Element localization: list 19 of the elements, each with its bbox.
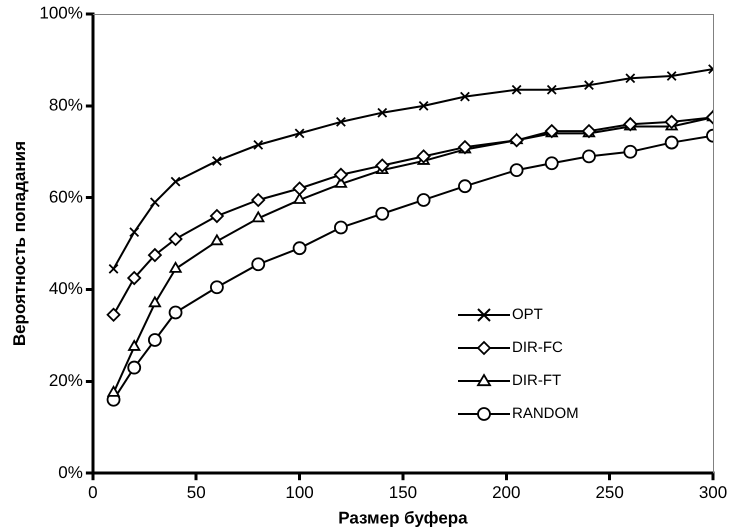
x-tick-label: 300 [698,483,728,502]
y-tick-label: 40% [48,279,83,298]
legend-label: DIR-FT [512,372,562,390]
x-axis-title: Размер буфера [338,508,468,528]
legend-label: OPT [512,306,543,324]
legend-label: DIR-FC [512,339,563,356]
y-tick-label: 60% [48,187,83,206]
x-tick-label: 250 [595,483,624,502]
x-tick-label: 100 [285,483,314,502]
y-tick-label: 20% [48,371,83,390]
y-tick-label: 100% [39,4,83,23]
legend-label: RANDOM [512,405,579,422]
x-tick-label: 0 [88,483,98,502]
y-axis-title: Вероятность попадания [10,141,29,346]
x-tick-label: 50 [186,483,206,502]
y-tick-label: 0% [58,462,83,482]
y-tick-label: 80% [48,96,83,115]
x-tick-label: 150 [388,483,418,502]
x-tick-label: 200 [492,483,520,502]
